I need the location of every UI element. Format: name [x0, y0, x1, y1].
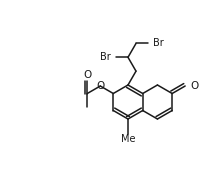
Text: Me: Me	[121, 134, 135, 144]
Text: Br: Br	[153, 38, 164, 48]
Text: O: O	[96, 81, 104, 91]
Text: O: O	[190, 81, 198, 91]
Text: Br: Br	[100, 52, 111, 62]
Text: O: O	[83, 70, 91, 81]
